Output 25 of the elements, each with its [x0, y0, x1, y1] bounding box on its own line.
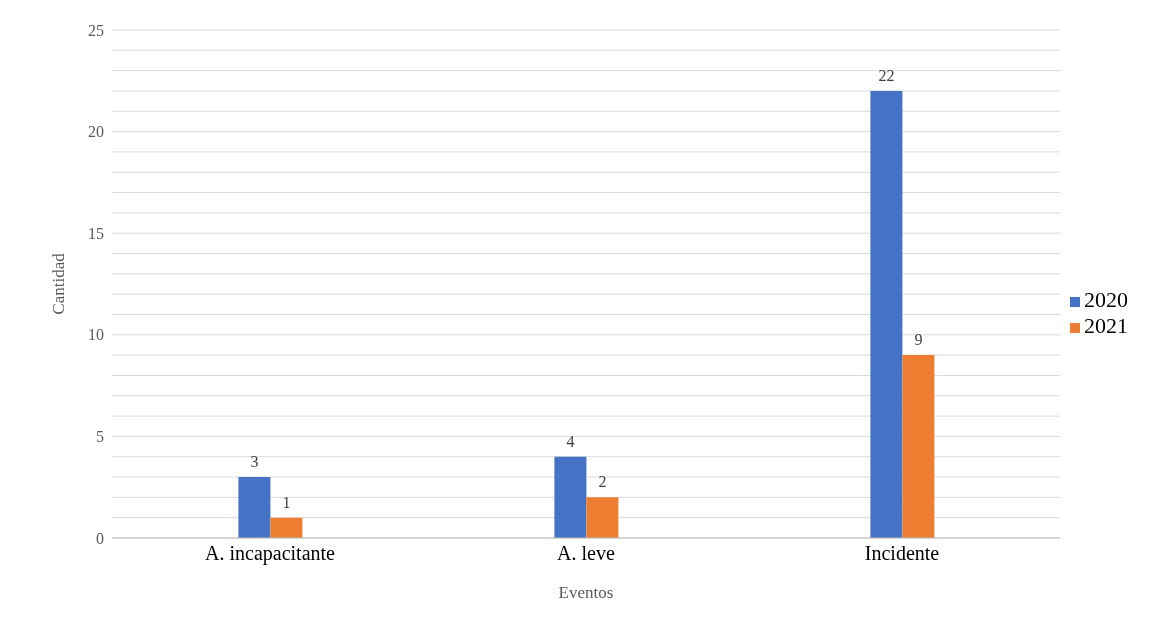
data-label: 3: [250, 453, 259, 471]
data-label: 4: [566, 432, 575, 450]
bar: [902, 355, 935, 538]
y-tick-label: 25: [88, 21, 104, 39]
y-tick-label: 20: [88, 123, 104, 141]
y-tick-label: 15: [88, 224, 104, 242]
y-tick-label: 0: [96, 529, 104, 547]
data-label: 9: [914, 331, 923, 349]
y-tick-label: 10: [88, 326, 104, 344]
x-tick-label: Incidente: [864, 542, 940, 565]
bar: [238, 477, 271, 538]
data-label: 1: [282, 493, 291, 511]
legend-label: 2020: [1084, 287, 1128, 312]
bar: [586, 497, 619, 538]
bar: [270, 517, 303, 538]
bar: [870, 90, 903, 538]
legend-label: 2021: [1084, 313, 1128, 338]
x-tick-label: A. leve: [557, 542, 615, 565]
y-tick-label: 5: [96, 428, 104, 446]
data-label: 2: [598, 473, 607, 491]
x-tick-label: A. incapacitante: [205, 542, 336, 566]
y-axis-title: Cantidad: [49, 252, 69, 315]
x-axis-title: Eventos: [558, 583, 614, 602]
data-label: 22: [878, 66, 895, 84]
bar: [554, 456, 587, 538]
